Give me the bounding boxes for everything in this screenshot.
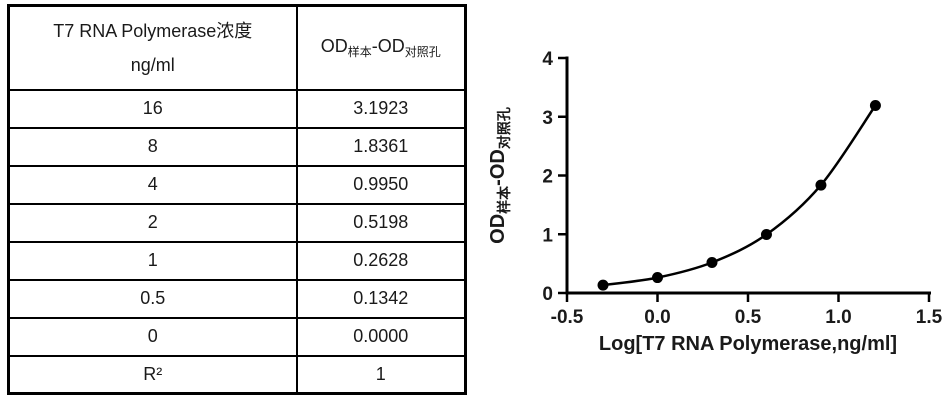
standard-curve-table-section: T7 RNA Polymerase浓度 ng/ml OD样本-OD对照孔 16 3… xyxy=(7,4,467,395)
od-value-cell: 0.9950 xyxy=(295,164,467,205)
od-value-cell: 1.8361 xyxy=(295,126,467,167)
y-axis-title-text: OD xyxy=(487,149,509,179)
y-tick-label: 3 xyxy=(542,108,553,129)
od-header-subscript: 对照孔 xyxy=(404,44,441,59)
od-header-text: - xyxy=(371,35,378,56)
data-point xyxy=(706,256,718,268)
data-point xyxy=(760,229,772,241)
y-tick-label: 2 xyxy=(542,167,553,188)
y-axis-title-subscript: 样本 xyxy=(496,185,512,214)
table-row: 0 0.0000 xyxy=(7,316,467,357)
axes-spine xyxy=(565,56,931,295)
data-point xyxy=(652,272,663,284)
od-value-cell: 0.1342 xyxy=(295,278,467,319)
concentration-cell: 8 xyxy=(7,126,298,167)
data-point xyxy=(597,279,609,291)
curve-line xyxy=(602,104,877,287)
concentration-cell: 4 xyxy=(7,164,298,205)
x-tick-label: 1.5 xyxy=(916,307,943,328)
y-axis-title-text: - xyxy=(487,179,509,186)
table-row: 2 0.5198 xyxy=(7,202,467,243)
od-header-text: OD xyxy=(320,35,348,56)
od-value-cell: 0.5198 xyxy=(295,202,467,243)
od-header-label: OD样本-OD对照孔 xyxy=(320,35,441,59)
x-axis-title: Log[T7 RNA Polymerase,ng/ml] xyxy=(599,333,897,355)
y-tick-label: 1 xyxy=(542,225,553,246)
chart-canvas: -0.5 0.0 0.5 1.0 1.5 0 1 2 3 4 Log[T7 RNA Polymera… xyxy=(487,49,943,355)
concentration-cell: 2 xyxy=(7,202,298,243)
x-tick-label: 0.0 xyxy=(644,307,670,328)
concentration-header: T7 RNA Polymerase浓度 ng/ml xyxy=(7,4,298,91)
x-tick-label: 0.5 xyxy=(735,307,762,328)
concentration-header-title: T7 RNA Polymerase浓度 xyxy=(53,20,253,41)
y-tick-label: 0 xyxy=(542,284,553,305)
data-point xyxy=(815,179,827,191)
od-header: OD样本-OD对照孔 xyxy=(295,4,467,91)
table-row: 4 0.9950 xyxy=(7,164,467,205)
od-header-text: OD xyxy=(377,35,405,56)
table-header-row: T7 RNA Polymerase浓度 ng/ml OD样本-OD对照孔 xyxy=(7,4,467,91)
table-row: 1 0.2628 xyxy=(7,240,467,281)
od-value-cell: 0.2628 xyxy=(295,240,467,281)
concentration-cell: 0 xyxy=(7,316,298,357)
x-tick-label: 1.0 xyxy=(825,307,851,328)
concentration-cell: R² xyxy=(7,354,298,395)
table-row: R² 1 xyxy=(7,354,467,395)
od-value-cell: 3.1923 xyxy=(295,88,467,129)
concentration-cell: 16 xyxy=(7,88,298,129)
concentration-header-unit: ng/ml xyxy=(130,54,175,75)
data-point xyxy=(869,99,881,111)
table-row: 8 1.8361 xyxy=(7,126,467,167)
od-value-cell: 0.0000 xyxy=(295,316,467,357)
table-row: 0.5 0.1342 xyxy=(7,278,467,319)
y-axis-title-text: OD xyxy=(487,214,509,244)
y-axis-title-subscript: 对照孔 xyxy=(496,107,512,149)
concentration-cell: 1 xyxy=(7,240,298,281)
x-tick-label: -0.5 xyxy=(551,307,584,328)
y-tick-label: 4 xyxy=(542,49,553,70)
standard-curve-table: T7 RNA Polymerase浓度 ng/ml OD样本-OD对照孔 16 3… xyxy=(7,4,467,395)
y-axis-title: OD样本-OD对照孔 xyxy=(487,107,512,244)
od-header-subscript: 样本 xyxy=(347,44,372,59)
od-value-cell: 1 xyxy=(295,354,467,395)
table-row: 16 3.1923 xyxy=(7,88,467,129)
concentration-cell: 0.5 xyxy=(7,278,298,319)
table-body: 16 3.1923 8 1.8361 4 0.9950 2 0.5198 1 0.2628 0.5 0… xyxy=(7,88,467,395)
standard-curve-chart: -0.5 0.0 0.5 1.0 1.5 0 1 2 3 4 Log[T7 RNA Polymera… xyxy=(480,0,949,401)
